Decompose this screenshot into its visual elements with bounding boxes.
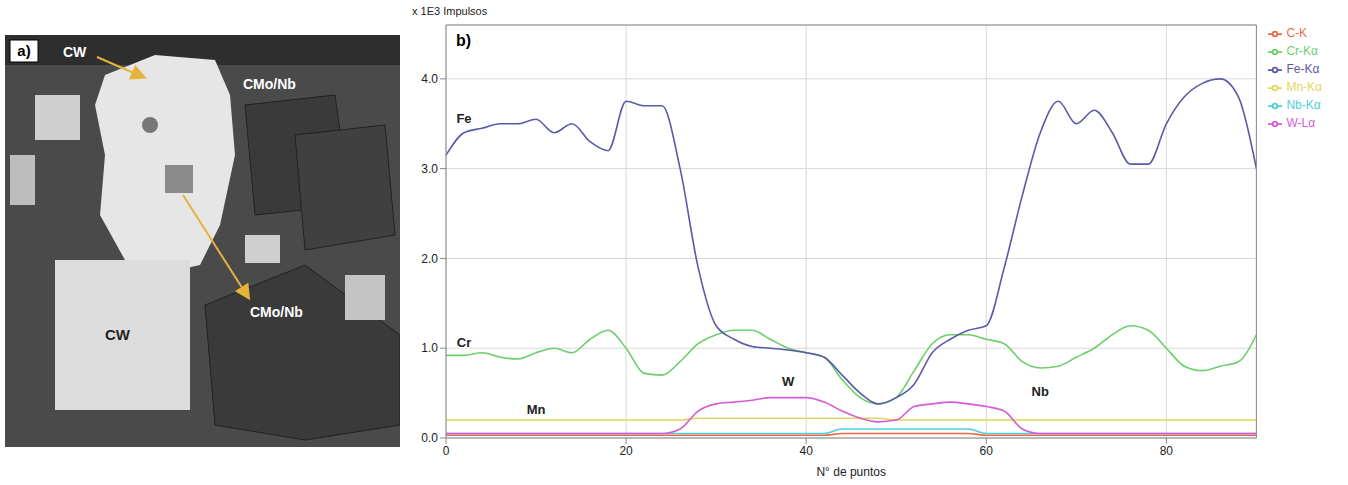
html-text:C-K: C-K (1286, 26, 1308, 40)
svg-text:Mn: Mn (527, 402, 546, 417)
svg-text:CW: CW (105, 326, 131, 343)
html-text:Fe-Kα: Fe-Kα (1286, 62, 1320, 76)
html-text:Mn-Kα: Mn-Kα (1286, 80, 1322, 94)
svg-text:N° de puntos: N° de puntos (816, 465, 886, 479)
svg-text:W: W (782, 374, 795, 389)
svg-text:CMo/Nb: CMo/Nb (243, 76, 296, 92)
html-text:b): b) (456, 32, 472, 49)
svg-text:60: 60 (980, 444, 994, 458)
svg-text:80: 80 (1160, 444, 1174, 458)
svg-text:40: 40 (799, 444, 813, 458)
html-text:Nb-Kα: Nb-Kα (1286, 98, 1321, 112)
html-text:Cr-Kα: Cr-Kα (1286, 44, 1318, 58)
svg-text:a): a) (17, 42, 30, 59)
svg-text:0.0: 0.0 (421, 431, 438, 445)
svg-text:1.0: 1.0 (421, 341, 438, 355)
svg-text:0: 0 (443, 444, 450, 458)
svg-text:Cr: Cr (457, 335, 471, 350)
html-text:W-Lα: W-Lα (1286, 116, 1316, 130)
svg-text:CMo/Nb: CMo/Nb (250, 304, 303, 320)
svg-text:CW: CW (63, 44, 87, 60)
svg-text:20: 20 (619, 444, 633, 458)
svg-text:Nb: Nb (1032, 384, 1049, 399)
svg-text:2.0: 2.0 (421, 252, 438, 266)
svg-text:Fe: Fe (456, 111, 471, 126)
svg-text:4.0: 4.0 (421, 72, 438, 86)
svg-text:3.0: 3.0 (421, 162, 438, 176)
html-text:x 1E3 Impulsos: x 1E3 Impulsos (412, 5, 488, 17)
